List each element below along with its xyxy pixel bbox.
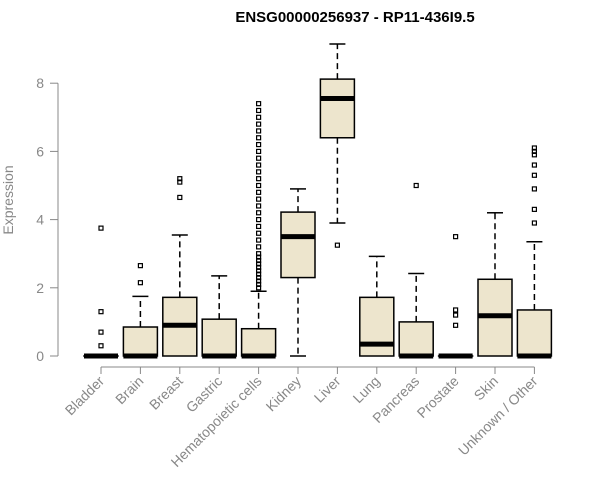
iqr-box xyxy=(201,318,237,357)
outlier-point xyxy=(256,162,262,168)
y-tick-label: 8 xyxy=(36,75,44,91)
box-liver xyxy=(319,43,356,248)
box-skin xyxy=(477,212,513,357)
outlier-point xyxy=(256,155,262,161)
outlier-point xyxy=(531,206,538,212)
outlier-point xyxy=(256,128,262,134)
x-tick-label: Liver xyxy=(311,373,344,406)
iqr-box xyxy=(398,321,434,357)
box-unknown-other xyxy=(516,145,553,359)
box-brain xyxy=(122,263,159,359)
iqr-box xyxy=(359,296,395,357)
outlier-point xyxy=(256,203,262,209)
outlier-point xyxy=(177,176,183,182)
outlier-point xyxy=(531,220,538,226)
outlier-point xyxy=(256,114,262,120)
outlier-point xyxy=(413,182,419,189)
outlier-point xyxy=(256,148,262,154)
y-axis: 0 2 4 6 8 xyxy=(36,75,59,364)
outlier-point xyxy=(531,186,538,192)
outlier-point xyxy=(256,237,262,243)
outlier-point xyxy=(256,101,262,107)
y-tick-label: 6 xyxy=(36,143,44,159)
outlier-point xyxy=(256,210,262,216)
iqr-box xyxy=(516,309,553,357)
box-pancreas xyxy=(398,182,434,359)
box-kidney xyxy=(280,188,316,357)
outlier-point xyxy=(256,217,262,223)
y-tick-label: 2 xyxy=(36,280,44,296)
outlier-point xyxy=(256,182,262,189)
outlier-point xyxy=(334,242,340,248)
outlier-point xyxy=(98,225,104,231)
outlier-point xyxy=(137,263,143,269)
boxes xyxy=(83,43,553,359)
box-prostate xyxy=(437,234,474,359)
outlier-point xyxy=(256,135,262,141)
outlier-point xyxy=(98,343,104,349)
iqr-box xyxy=(280,211,316,279)
x-tick-label: Prostate xyxy=(414,373,462,421)
box-breast xyxy=(162,176,198,357)
outlier-point xyxy=(453,322,459,328)
y-axis-label: Expression xyxy=(0,165,16,234)
outlier-point xyxy=(256,169,262,175)
x-tick-label: Lung xyxy=(350,373,383,406)
y-tick-label: 0 xyxy=(36,348,44,364)
chart-title: ENSG00000256937 - RP11-436I9.5 xyxy=(235,9,474,26)
x-tick-label: Bladder xyxy=(62,373,108,419)
iqr-box xyxy=(319,78,356,139)
outlier-point xyxy=(98,329,104,335)
outlier-point xyxy=(453,234,459,240)
outlier-point xyxy=(256,107,262,114)
outlier-point xyxy=(256,176,262,182)
x-tick-label: Breast xyxy=(146,373,186,413)
outlier-point xyxy=(256,141,262,148)
y-tick-label: 4 xyxy=(36,212,44,228)
iqr-box xyxy=(240,327,277,357)
x-tick-label: Brain xyxy=(112,373,146,407)
box-hematopoietic-cells xyxy=(240,101,277,359)
outlier-point xyxy=(256,251,262,257)
outlier-point xyxy=(453,307,459,313)
box-bladder xyxy=(83,225,119,359)
outlier-point xyxy=(256,230,262,236)
outlier-point xyxy=(453,312,459,318)
outlier-point xyxy=(137,280,143,286)
outlier-point xyxy=(98,309,104,315)
x-tick-label: Skin xyxy=(471,373,502,404)
iqr-box xyxy=(122,326,159,357)
outlier-point xyxy=(531,172,538,178)
outlier-point xyxy=(256,196,262,202)
outlier-point xyxy=(531,145,538,151)
outlier-point xyxy=(256,189,262,195)
outlier-point xyxy=(177,194,183,201)
box-lung xyxy=(359,255,395,357)
x-tick-label: Kidney xyxy=(263,373,305,415)
outlier-point xyxy=(256,223,262,230)
box-gastric xyxy=(201,275,237,359)
outlier-point xyxy=(256,244,262,250)
outlier-point xyxy=(531,162,538,168)
outlier-point xyxy=(256,121,262,127)
